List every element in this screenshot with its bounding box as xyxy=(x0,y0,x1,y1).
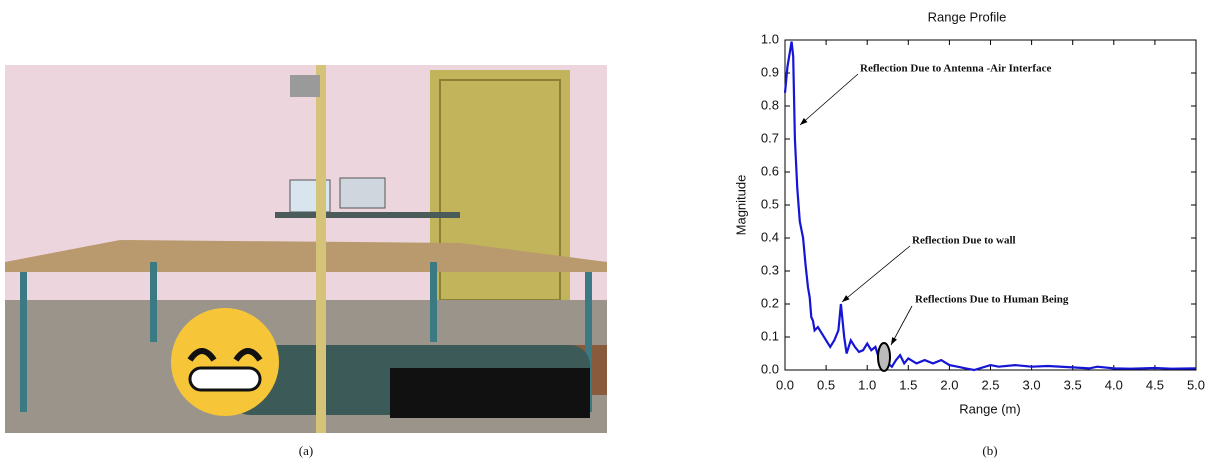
arrow-head xyxy=(891,337,897,345)
y-tick-label: 0.5 xyxy=(761,196,779,211)
door xyxy=(430,70,570,310)
caption: (a) xyxy=(299,443,313,458)
x-tick-label: 2.0 xyxy=(940,377,958,392)
y-axis-label: Magnitude xyxy=(733,175,748,236)
y-tick-label: 0.0 xyxy=(761,361,779,376)
table-leg xyxy=(150,262,157,342)
x-tick-label: 3.5 xyxy=(1064,377,1082,392)
y-tick-label: 0.3 xyxy=(761,262,779,277)
page: {"chart_data": {"type": "line", "title":… xyxy=(0,0,1216,465)
annotation: Reflection Due to Antenna -Air Interface xyxy=(860,63,1051,75)
figure: (a) Range Profile Range (m) Magnitude (b… xyxy=(0,0,1216,465)
x-tick-label: 0.5 xyxy=(817,377,835,392)
x-tick-label: 2.5 xyxy=(981,377,999,392)
back-table xyxy=(275,212,460,218)
y-tick-label: 1.0 xyxy=(761,31,779,46)
annotation: Reflection Due to wall xyxy=(912,235,1016,247)
y-tick-label: 0.1 xyxy=(761,328,779,343)
chart-title: Range Profile xyxy=(928,9,1007,24)
table-leg xyxy=(20,272,27,412)
x-axis-label: Range (m) xyxy=(959,401,1020,416)
x-tick-label: 1.5 xyxy=(899,377,917,392)
y-tick-label: 0.6 xyxy=(761,163,779,178)
highlight-marker xyxy=(878,343,890,371)
x-tick-label: 4.5 xyxy=(1146,377,1164,392)
annotation-arrow xyxy=(842,246,910,302)
plot-frame xyxy=(785,40,1196,370)
y-tick-label: 0.7 xyxy=(761,130,779,145)
y-tick-label: 0.9 xyxy=(761,64,779,79)
data-line xyxy=(785,42,1196,370)
y-tick-label: 0.4 xyxy=(761,229,779,244)
emoji-teeth xyxy=(190,368,260,390)
x-tick-label: 3.0 xyxy=(1023,377,1041,392)
arrow-head xyxy=(842,295,850,302)
y-tick-label: 0.2 xyxy=(761,295,779,310)
x-tick-label: 0.0 xyxy=(776,377,794,392)
pole xyxy=(316,65,326,433)
annotation: Reflections Due to Human Being xyxy=(915,294,1069,306)
emoji xyxy=(171,308,279,416)
person-clothes xyxy=(390,368,590,418)
antenna xyxy=(290,75,320,97)
chart: Range Profile Range (m) Magnitude (b) 0.… xyxy=(733,9,1205,458)
instrument xyxy=(340,178,385,208)
photo: (a) xyxy=(5,65,607,458)
y-tick-label: 0.8 xyxy=(761,97,779,112)
x-tick-label: 1.0 xyxy=(858,377,876,392)
annotation-arrow xyxy=(800,74,858,125)
x-tick-label: 5.0 xyxy=(1187,377,1205,392)
caption: (b) xyxy=(982,443,997,458)
x-tick-label: 4.0 xyxy=(1105,377,1123,392)
table-leg xyxy=(430,262,437,342)
